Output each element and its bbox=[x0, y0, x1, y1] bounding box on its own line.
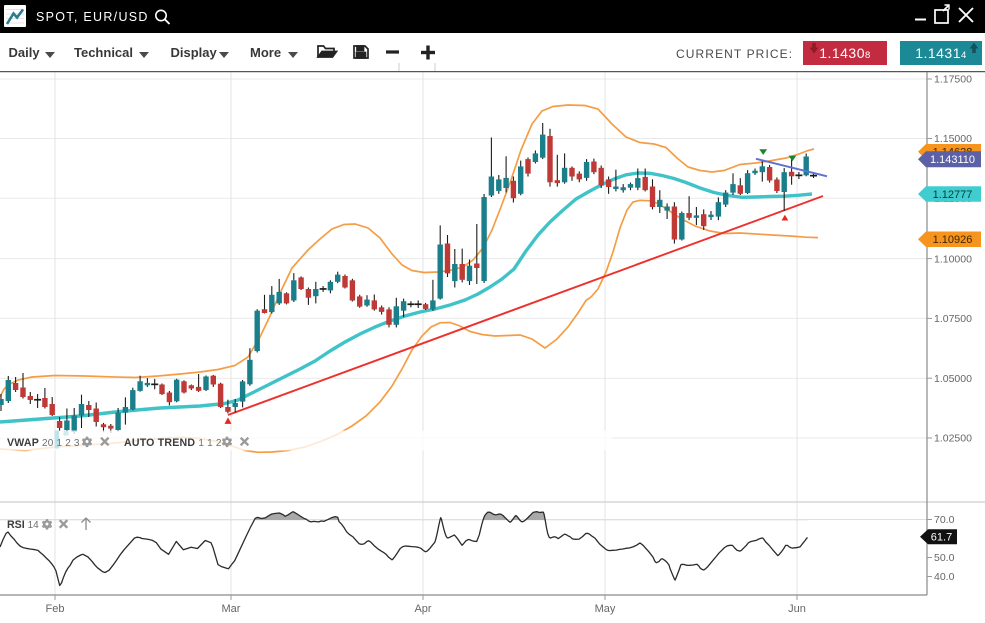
svg-text:Mar: Mar bbox=[222, 603, 241, 615]
svg-text:40.0: 40.0 bbox=[934, 571, 955, 583]
svg-text:1.02500: 1.02500 bbox=[934, 433, 972, 445]
svg-text:1.05000: 1.05000 bbox=[934, 373, 972, 385]
svg-text:1.07500: 1.07500 bbox=[934, 313, 972, 325]
svg-text:1.17500: 1.17500 bbox=[934, 74, 972, 86]
svg-text:1.15000: 1.15000 bbox=[934, 133, 972, 145]
svg-text:Apr: Apr bbox=[414, 603, 431, 615]
svg-text:50.0: 50.0 bbox=[934, 552, 955, 564]
svg-text:RSI 14: RSI 14 bbox=[7, 519, 39, 531]
svg-text:1.143110: 1.143110 bbox=[930, 154, 975, 166]
svg-text:Jun: Jun bbox=[788, 603, 806, 615]
svg-text:AUTO TREND 1 1 2: AUTO TREND 1 1 2 bbox=[124, 437, 222, 449]
svg-text:VWAP 20 1 2 3: VWAP 20 1 2 3 bbox=[7, 437, 80, 449]
svg-text:1.10000: 1.10000 bbox=[934, 253, 972, 265]
svg-text:61.7: 61.7 bbox=[931, 532, 952, 544]
svg-text:Feb: Feb bbox=[46, 603, 65, 615]
svg-text:70.0: 70.0 bbox=[934, 514, 955, 526]
svg-text:1.10926: 1.10926 bbox=[933, 234, 973, 246]
svg-text:1.12777: 1.12777 bbox=[933, 189, 973, 201]
svg-text:May: May bbox=[595, 603, 616, 615]
